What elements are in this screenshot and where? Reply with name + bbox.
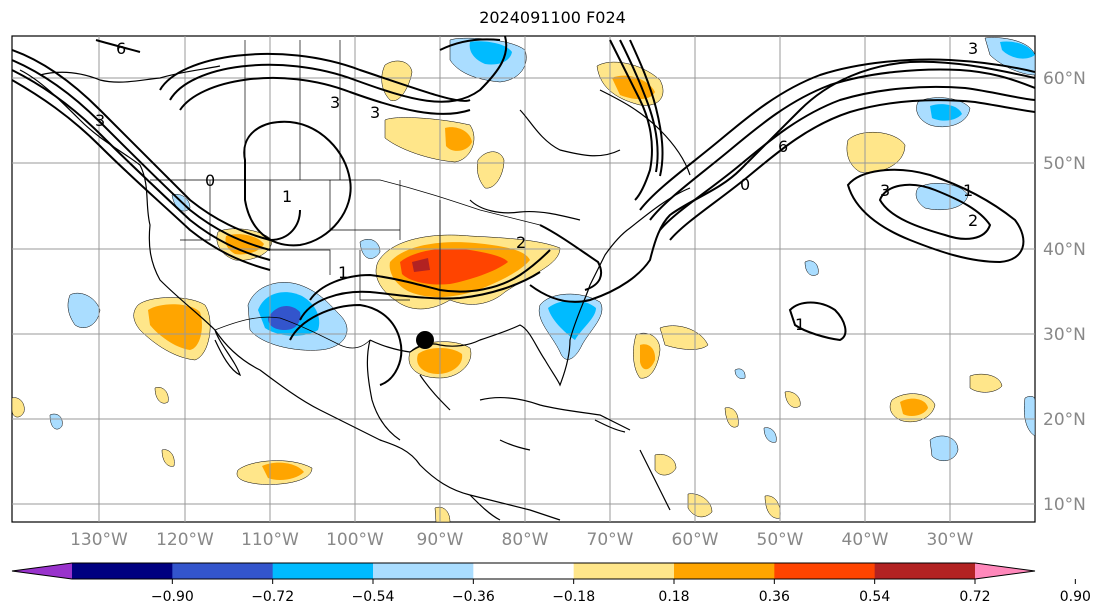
colorbar-tick-label: 0.18 [658,589,689,605]
colorbar-segment [573,563,675,579]
colorbar-segment [473,563,575,579]
contour-label: 1 [963,181,973,200]
colorbar-segment [674,563,775,579]
borders [150,40,541,349]
lon-label: 90°W [417,530,464,550]
longitude-labels: 130°W 120°W 110°W 100°W 90°W 80°W 70°W 6… [70,530,974,550]
colorbar-tick-label: −0.72 [251,589,294,605]
colorbar-tick-label: −0.90 [151,589,194,605]
colorbar-extend-max [975,563,1035,579]
contour-label: 2 [516,233,526,252]
lat-label: 10°N [1043,495,1086,515]
colorbar-segment [874,563,976,579]
contour-label: 0 [205,171,215,190]
colorbar-tick-label: 0.72 [959,589,990,605]
lon-label: 80°W [502,530,549,550]
contour-label: 3 [370,103,380,122]
height-contours [12,36,1035,386]
colorbar-tick-label: −0.54 [352,589,395,605]
map-content: 6 3 3 1 0 1 2 0 3 6 1 3 1 2 3 [12,36,1035,522]
map-title: 2024091100 F024 [479,8,626,27]
colorbar-segment [272,563,374,579]
contour-label: 3 [880,181,890,200]
lat-label: 60°N [1043,69,1086,89]
colorbar-segment [373,563,474,579]
contour-label: 6 [778,137,788,156]
contour-label: 1 [338,263,348,282]
lat-label: 20°N [1043,410,1086,430]
colorbar-tick-label: 0.90 [1060,589,1091,605]
lon-label: 130°W [70,530,128,550]
lon-label: 110°W [241,530,299,550]
contour-label: 3 [330,93,340,112]
contour-label: 1 [795,315,805,334]
graticule [12,36,1035,522]
colorbar-tick-label: 0.54 [859,589,890,605]
colorbar-segment [774,563,876,579]
lon-label: 70°W [587,530,634,550]
colorbar-segment [172,563,274,579]
contour-label: 3 [95,111,105,130]
lon-label: 120°W [156,530,214,550]
contour-labels: 6 3 3 1 0 1 2 0 3 6 1 3 1 2 3 [95,39,978,334]
colorbar-extend-min [12,563,72,579]
contour-label: 0 [740,175,750,194]
colorbar-segment [72,563,173,579]
colorbar: −0.90 −0.72 −0.54 −0.36 −0.18 0.18 0.36 0.54 0.7… [11,562,1091,605]
lon-label: 40°W [842,530,889,550]
lat-label: 30°N [1043,325,1086,345]
coastlines [19,65,691,521]
lat-label: 40°N [1043,240,1086,260]
colorbar-tick-label: 0.36 [759,589,790,605]
lon-label: 30°W [927,530,974,550]
lon-label: 100°W [326,530,384,550]
hurricane-center-marker [416,331,434,349]
colorbar-tick-label: −0.36 [452,589,495,605]
contour-label: 1 [282,187,292,206]
contour-label: 6 [116,39,126,58]
lon-label: 50°W [757,530,804,550]
colorbar-tick-label: −0.18 [552,589,595,605]
contour-label: 2 [968,211,978,230]
lat-label: 50°N [1043,154,1086,174]
latitude-labels: 60°N 50°N 40°N 30°N 20°N 10°N [1043,69,1086,515]
lon-label: 60°W [672,530,719,550]
colorbar-outline [11,562,1036,580]
contour-label: 3 [968,39,978,58]
